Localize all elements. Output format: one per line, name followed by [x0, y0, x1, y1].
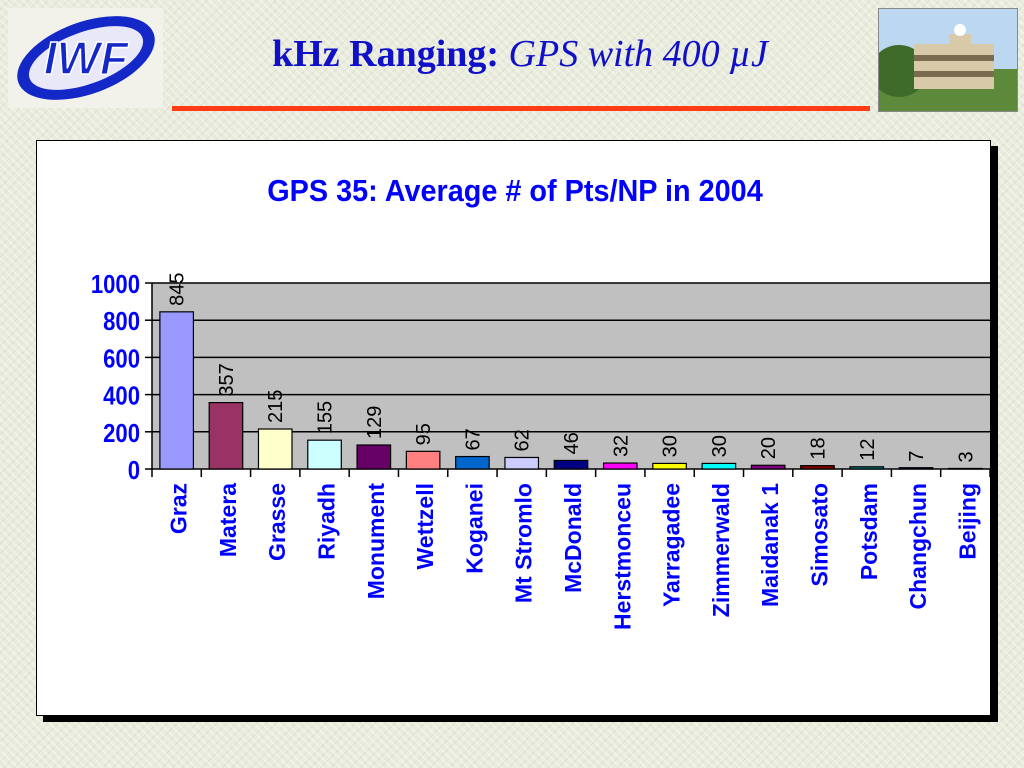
bar	[307, 439, 342, 470]
category-label: Riyadh	[314, 483, 340, 560]
y-tick-label: 600	[103, 345, 140, 374]
y-tick-label: 800	[103, 308, 140, 337]
bar-chart: GPS 35: Average # of Pts/NP in 2004 0 200…	[91, 174, 991, 630]
category-label: Graz	[166, 483, 192, 534]
data-label: 357	[216, 363, 238, 396]
chart-frame: GPS 35: Average # of Pts/NP in 2004 0 200…	[36, 140, 991, 716]
data-label: 18	[807, 437, 829, 459]
category-label: Koganei	[461, 483, 487, 574]
bar	[208, 401, 244, 470]
y-tick-label: 0	[128, 456, 140, 485]
slide-title-sub: GPS with 400 µJ	[508, 33, 768, 75]
category-label: Zimmerwald	[708, 483, 734, 617]
data-label: 46	[561, 432, 583, 454]
category-label: Matera	[215, 483, 241, 557]
title-underline	[172, 106, 870, 111]
y-tick-label: 400	[103, 382, 140, 411]
data-label: 32	[610, 435, 632, 457]
bar	[750, 464, 786, 470]
category-label: Beijing	[954, 483, 980, 560]
category-label: Herstmonceu	[609, 483, 635, 630]
bar	[652, 462, 687, 470]
category-label: Wettzell	[412, 483, 438, 569]
data-label: 12	[857, 439, 879, 461]
y-tick-label: 1000	[91, 270, 140, 299]
category-label: Monument	[363, 483, 389, 600]
bar	[356, 444, 392, 470]
slide-title-main: kHz Ranging:	[272, 33, 500, 75]
data-label: 3	[955, 451, 977, 462]
data-label: 30	[709, 435, 731, 457]
category-label: McDonald	[560, 483, 586, 593]
bar	[504, 456, 540, 470]
category-label: Potsdam	[856, 483, 882, 580]
bar	[455, 455, 490, 470]
category-label: Yarragadee	[659, 483, 685, 607]
data-label: 845	[167, 272, 189, 305]
bar	[701, 462, 737, 470]
data-label: 129	[364, 406, 386, 439]
data-label: 215	[265, 390, 287, 423]
category-label: Mt Stromlo	[511, 483, 537, 603]
bar	[405, 450, 441, 470]
bar	[947, 467, 983, 470]
bar	[159, 311, 195, 470]
bar	[898, 467, 934, 470]
bar	[553, 459, 589, 470]
data-label: 7	[906, 451, 928, 462]
building-photo	[878, 8, 1018, 112]
data-label: 67	[462, 428, 484, 450]
category-label: Simosato	[806, 483, 832, 587]
iwf-logo: IWF	[8, 8, 163, 108]
chart-title: GPS 35: Average # of Pts/NP in 2004	[267, 174, 763, 208]
category-label: Maidanak 1	[757, 483, 783, 607]
data-label: 155	[315, 401, 337, 434]
iwf-logo-text: IWF	[44, 32, 130, 84]
bar	[257, 428, 293, 470]
data-label: 30	[660, 435, 682, 457]
bar	[800, 465, 835, 470]
category-label: Grasse	[264, 483, 290, 561]
data-label: 62	[512, 429, 534, 451]
slide-title: kHz Ranging: GPS with 400 µJ	[180, 30, 860, 78]
bar	[602, 462, 638, 470]
data-label: 20	[758, 437, 780, 459]
y-tick-label: 200	[103, 419, 140, 448]
category-label: Changchun	[905, 483, 931, 610]
data-label: 95	[413, 423, 435, 445]
bar	[849, 466, 885, 470]
